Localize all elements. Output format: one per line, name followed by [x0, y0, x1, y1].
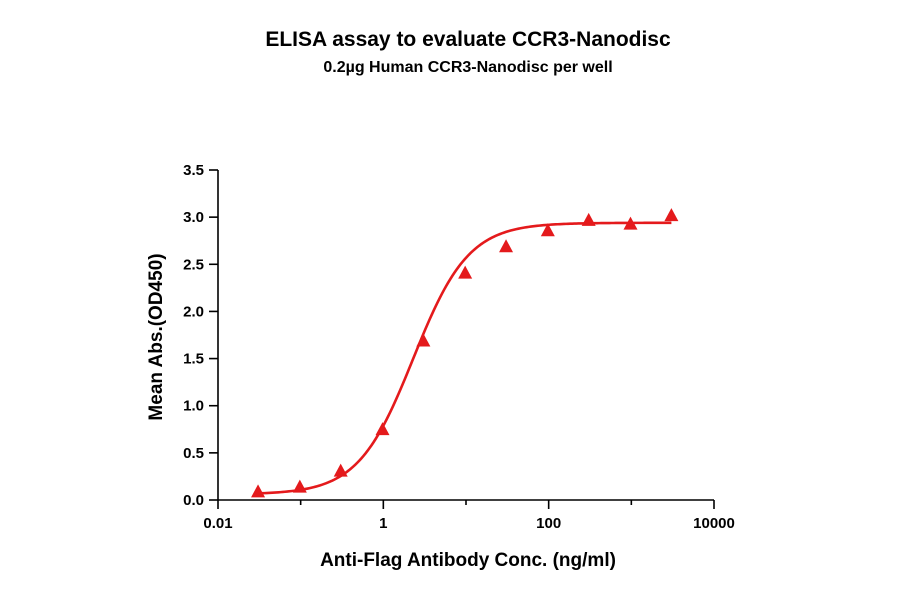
y-tick-label: 3.5	[183, 162, 204, 179]
y-tick-label: 1.5	[183, 351, 204, 368]
x-axis-label: Anti-Flag Antibody Conc. (ng/ml)	[320, 550, 616, 571]
fit-curve	[257, 221, 672, 495]
y-tick-label: 0.5	[183, 445, 204, 462]
data-point	[416, 333, 431, 347]
data-point	[251, 484, 266, 498]
y-tick-label: 3.0	[183, 209, 204, 226]
x-tick-label: 0.01	[203, 515, 232, 532]
data-point	[458, 265, 473, 279]
data-point	[664, 208, 679, 222]
chart-title: ELISA assay to evaluate CCR3-Nanodisc	[265, 28, 671, 51]
data-point	[499, 239, 514, 253]
x-tick-label: 10000	[693, 515, 735, 532]
data-points	[251, 208, 679, 498]
x-tick-label: 1	[379, 515, 387, 532]
y-axis-label: Mean Abs.(OD450)	[146, 253, 167, 420]
data-point	[333, 463, 348, 477]
y-tick-label: 2.0	[183, 303, 204, 320]
y-tick-label: 2.5	[183, 256, 204, 273]
y-tick-label: 0.0	[183, 492, 204, 509]
x-axis: 0.01 1 100 10000	[203, 499, 735, 532]
chart-subtitle: 0.2µg Human CCR3-Nanodisc per well	[323, 59, 612, 76]
x-tick-label: 100	[536, 515, 561, 532]
data-point	[540, 223, 555, 237]
data-point	[581, 212, 596, 226]
data-point	[375, 422, 390, 436]
y-axis: 0.0 0.5 1.0 1.5 2.0 2.5 3.0 3.5	[183, 162, 219, 509]
y-tick-label: 1.0	[183, 398, 204, 415]
data-point	[292, 479, 307, 493]
data-point	[623, 216, 638, 230]
